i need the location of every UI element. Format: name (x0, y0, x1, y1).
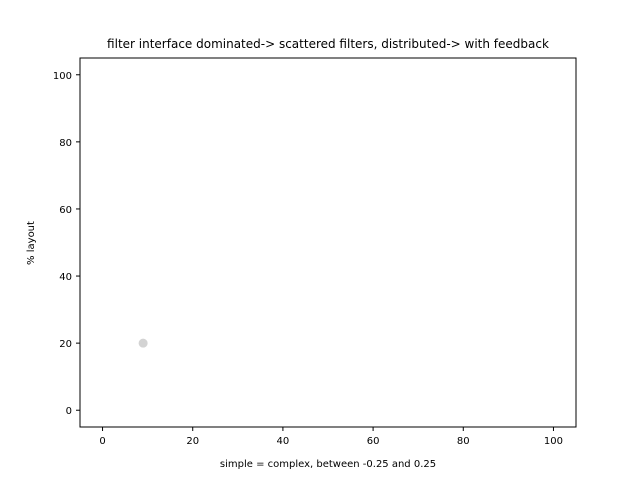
data-point-0 (138, 338, 148, 348)
y-tick-label-3: 60 (59, 205, 72, 216)
y-tick-label-2: 40 (59, 272, 72, 283)
x-tick-label-0: 0 (99, 436, 105, 447)
y-axis-ticks: 0 20 40 60 80 100 (53, 71, 80, 417)
data-points (138, 338, 148, 348)
x-tick-label-2: 40 (277, 436, 290, 447)
x-tick-label-4: 80 (457, 436, 470, 447)
chart-title: filter interface dominated-> scattered f… (107, 37, 549, 51)
x-tick-label-3: 60 (367, 436, 380, 447)
x-tick-label-5: 100 (544, 436, 563, 447)
y-tick-label-5: 100 (53, 71, 72, 82)
y-tick-label-4: 80 (59, 138, 72, 149)
y-tick-label-0: 0 (66, 406, 72, 417)
x-tick-label-1: 20 (186, 436, 199, 447)
y-axis-label: % layout (26, 221, 37, 265)
x-axis-label: simple = complex, between -0.25 and 0.25 (220, 459, 436, 470)
x-axis-ticks: 0 20 40 60 80 100 (99, 427, 563, 447)
plot-area (79, 57, 577, 428)
axes-frame (79, 57, 577, 428)
y-tick-label-1: 20 (59, 339, 72, 350)
